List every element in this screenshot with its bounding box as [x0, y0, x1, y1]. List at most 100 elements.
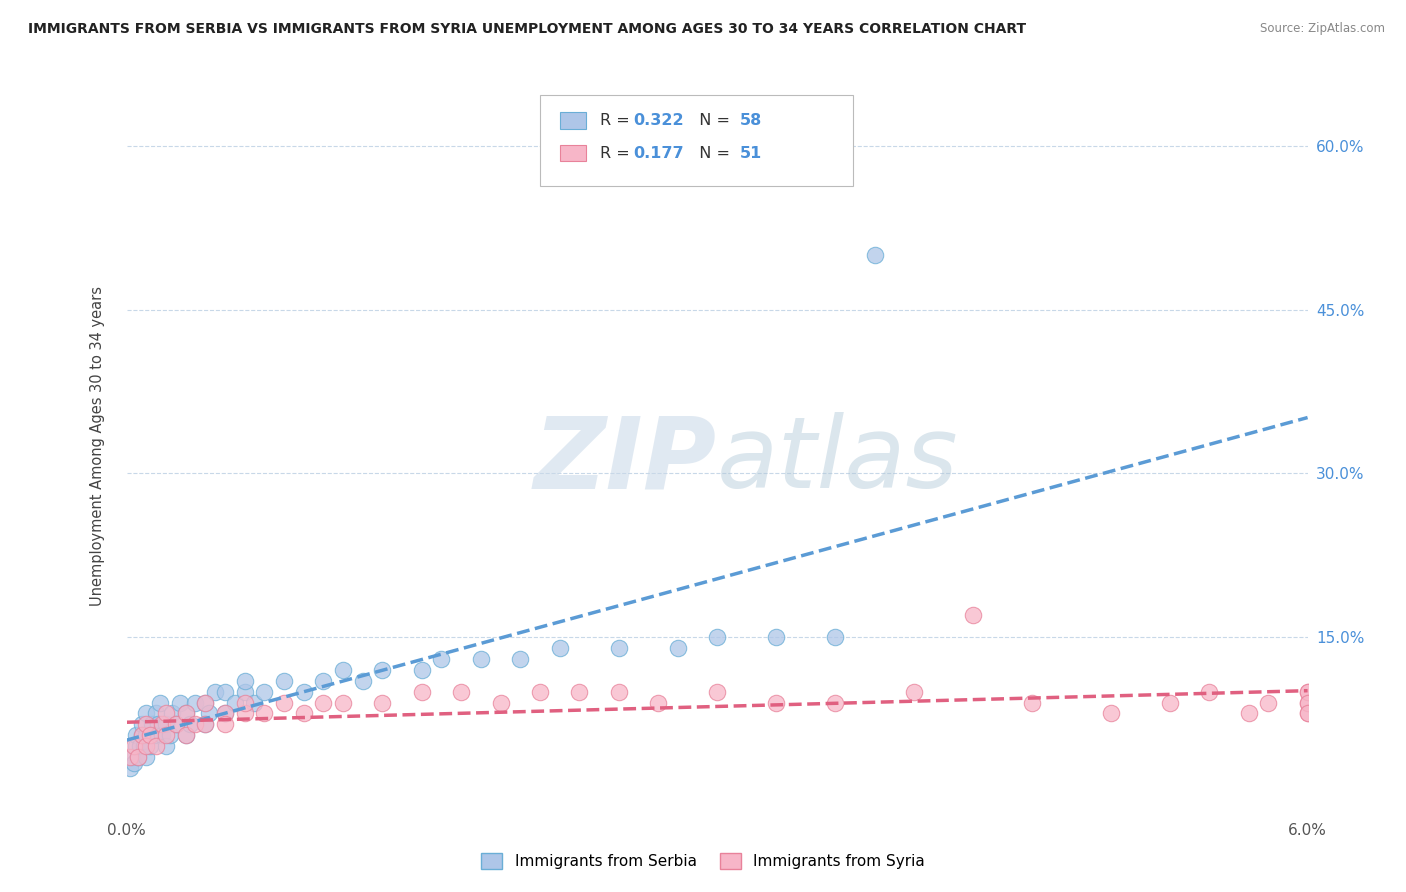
Point — [765, 696, 787, 710]
Text: IMMIGRANTS FROM SERBIA VS IMMIGRANTS FROM SYRIA UNEMPLOYMENT AMONG AGES 30 TO 34: IMMIGRANTS FROM SERBIA VS IMMIGRANTS FRO… — [28, 22, 1026, 37]
Point — [121, 750, 143, 764]
Point — [194, 717, 217, 731]
Point — [470, 652, 492, 666]
Point — [214, 706, 236, 721]
Point — [145, 739, 167, 754]
Point — [824, 630, 846, 644]
Point — [411, 663, 433, 677]
Point — [184, 696, 207, 710]
Point — [141, 717, 163, 731]
Point — [124, 756, 146, 770]
Point — [159, 728, 181, 742]
Point — [120, 761, 142, 775]
Point — [135, 728, 157, 742]
Point — [135, 739, 157, 754]
Point — [1296, 684, 1319, 698]
Point — [139, 728, 162, 742]
Point — [124, 739, 146, 754]
Point — [131, 717, 153, 731]
Point — [125, 739, 148, 754]
Point — [666, 640, 689, 655]
Point — [146, 717, 169, 731]
Point — [120, 750, 142, 764]
Point — [233, 673, 256, 688]
Point — [174, 706, 197, 721]
Point — [647, 696, 669, 710]
Point — [489, 696, 512, 710]
Point — [169, 696, 191, 710]
Point — [160, 706, 183, 721]
Point — [352, 673, 374, 688]
Point — [962, 608, 984, 623]
Point — [548, 640, 571, 655]
Point — [411, 684, 433, 698]
Point — [129, 739, 152, 754]
FancyBboxPatch shape — [560, 145, 586, 161]
Point — [863, 248, 886, 262]
Point — [155, 728, 177, 742]
Point — [1099, 706, 1122, 721]
Point — [1198, 684, 1220, 698]
Point — [165, 717, 187, 731]
Point — [607, 684, 630, 698]
Point — [1296, 706, 1319, 721]
Point — [1257, 696, 1279, 710]
Text: Source: ZipAtlas.com: Source: ZipAtlas.com — [1260, 22, 1385, 36]
Point — [706, 684, 728, 698]
Point — [214, 684, 236, 698]
Point — [824, 696, 846, 710]
Point — [135, 717, 157, 731]
Point — [134, 739, 156, 754]
Point — [312, 673, 335, 688]
FancyBboxPatch shape — [560, 112, 586, 128]
Point — [903, 684, 925, 698]
Point — [292, 684, 315, 698]
Point — [371, 663, 394, 677]
Point — [179, 717, 201, 731]
Point — [174, 706, 197, 721]
Point — [155, 739, 177, 754]
Point — [1237, 706, 1260, 721]
Point — [143, 728, 166, 742]
Point — [127, 750, 149, 764]
Point — [194, 717, 217, 731]
Point — [150, 728, 173, 742]
Point — [214, 717, 236, 731]
Legend: Immigrants from Serbia, Immigrants from Syria: Immigrants from Serbia, Immigrants from … — [475, 847, 931, 875]
Point — [292, 706, 315, 721]
Point — [135, 750, 157, 764]
Point — [371, 696, 394, 710]
Point — [233, 706, 256, 721]
Point — [430, 652, 453, 666]
Point — [165, 717, 187, 731]
Point — [155, 706, 177, 721]
Text: R =: R = — [600, 113, 636, 128]
Text: N =: N = — [689, 113, 735, 128]
Point — [1296, 684, 1319, 698]
Text: ZIP: ZIP — [534, 412, 717, 509]
Point — [131, 728, 153, 742]
Point — [273, 696, 295, 710]
Point — [194, 696, 217, 710]
Point — [332, 663, 354, 677]
Point — [135, 706, 157, 721]
Point — [253, 706, 276, 721]
Point — [145, 706, 167, 721]
Text: 0.177: 0.177 — [633, 146, 683, 161]
Point — [125, 728, 148, 742]
Point — [529, 684, 551, 698]
Point — [253, 684, 276, 698]
Point — [1021, 696, 1043, 710]
Point — [607, 640, 630, 655]
Point — [149, 696, 172, 710]
Point — [312, 696, 335, 710]
Text: atlas: atlas — [717, 412, 959, 509]
Point — [706, 630, 728, 644]
Point — [155, 717, 177, 731]
Text: 51: 51 — [740, 146, 762, 161]
Text: 58: 58 — [740, 113, 762, 128]
Text: N =: N = — [689, 146, 735, 161]
Point — [150, 717, 173, 731]
Point — [194, 696, 217, 710]
Point — [1296, 706, 1319, 721]
